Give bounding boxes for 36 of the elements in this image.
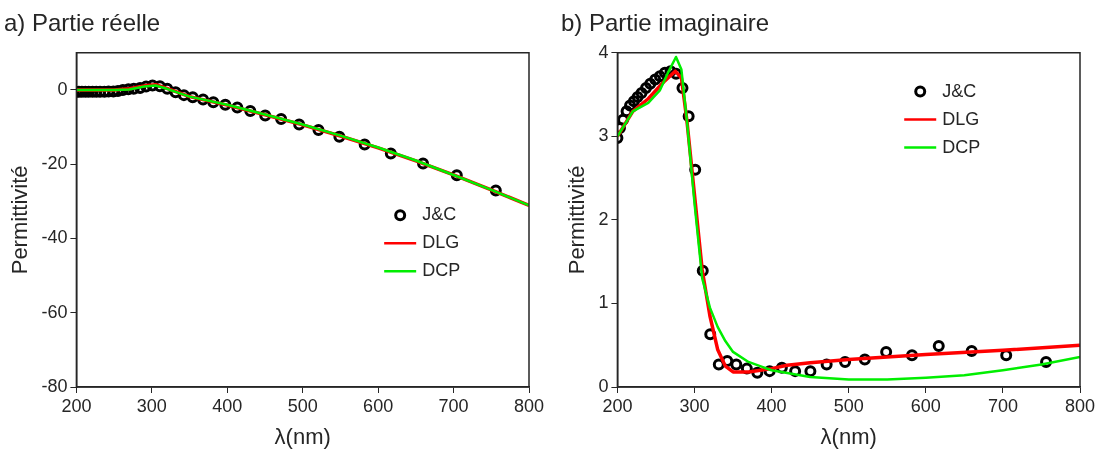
y-tick-label: 0 bbox=[57, 78, 68, 99]
x-tick-label: 300 bbox=[679, 395, 710, 416]
y-tick-label: 2 bbox=[598, 208, 609, 229]
y-tick-label: -20 bbox=[41, 153, 68, 174]
x-tick-label: 700 bbox=[987, 395, 1018, 416]
x-tick-label: 200 bbox=[61, 395, 92, 416]
y-tick-label: -80 bbox=[41, 375, 68, 396]
y-tick-label: -60 bbox=[41, 301, 68, 322]
x-axis-title: λ(nm) bbox=[274, 423, 331, 449]
x-tick-label: 200 bbox=[602, 395, 633, 416]
legend-label: J&C bbox=[942, 80, 977, 101]
legend-label: DCP bbox=[942, 136, 981, 157]
y-axis-title: Permittivité bbox=[7, 165, 33, 275]
x-tick-label: 600 bbox=[363, 395, 394, 416]
legend-label: J&C bbox=[422, 204, 457, 225]
chart-title: b) Partie imaginaire bbox=[561, 9, 770, 37]
y-tick-label: -40 bbox=[41, 227, 68, 248]
y-tick-label: 3 bbox=[598, 125, 609, 146]
legend-label: DLG bbox=[422, 232, 460, 253]
x-tick-label: 800 bbox=[513, 395, 545, 416]
x-tick-label: 800 bbox=[1064, 395, 1096, 416]
y-tick-label: 4 bbox=[598, 41, 609, 62]
x-tick-label: 500 bbox=[287, 395, 318, 416]
chart-title: a) Partie réelle bbox=[4, 9, 161, 37]
legend-label: DLG bbox=[942, 108, 980, 129]
x-tick-label: 600 bbox=[910, 395, 941, 416]
y-axis-title: Permittivité bbox=[564, 165, 590, 275]
x-axis-title: λ(nm) bbox=[820, 423, 877, 449]
y-tick-label: 1 bbox=[598, 292, 609, 313]
x-tick-label: 400 bbox=[756, 395, 787, 416]
legend-label: DCP bbox=[422, 260, 461, 281]
x-tick-label: 400 bbox=[212, 395, 243, 416]
x-tick-label: 500 bbox=[833, 395, 864, 416]
x-tick-label: 700 bbox=[438, 395, 469, 416]
y-tick-label: 0 bbox=[598, 375, 609, 396]
x-tick-label: 300 bbox=[136, 395, 167, 416]
